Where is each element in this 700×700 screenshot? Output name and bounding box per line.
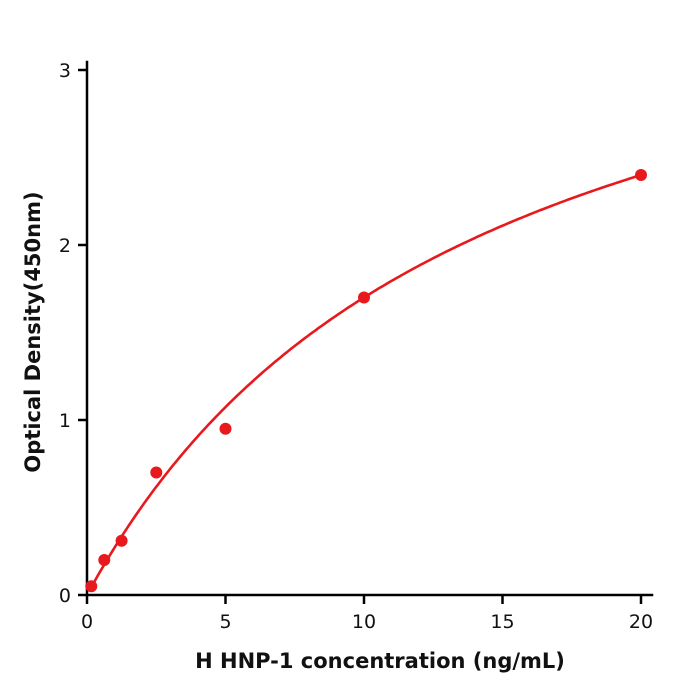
x-tick-label: 5 xyxy=(219,611,231,633)
x-tick-label: 15 xyxy=(490,611,514,633)
fitted-curve xyxy=(87,173,642,593)
data-point xyxy=(98,554,111,566)
y-axis-label: Optical Density(450nm) xyxy=(21,191,45,472)
x-tick-label: 0 xyxy=(81,611,93,633)
y-tick-label: 0 xyxy=(59,585,71,607)
fit-curve-path xyxy=(87,173,642,593)
x-tick-label: 20 xyxy=(629,611,653,633)
y-tick-label: 3 xyxy=(59,60,71,82)
x-axis-label: H HNP-1 concentration (ng/mL) xyxy=(195,649,565,673)
data-point xyxy=(115,534,128,547)
data-point xyxy=(85,580,98,593)
data-point xyxy=(150,466,163,479)
data-points xyxy=(85,169,647,593)
data-point xyxy=(219,422,232,435)
axes: 0 5 10 15 20 0 1 2 3 xyxy=(59,60,654,633)
y-tick-label: 2 xyxy=(59,235,71,257)
data-point xyxy=(358,291,370,304)
y-tick-label: 1 xyxy=(59,410,71,432)
x-tick-label: 10 xyxy=(352,611,376,633)
data-point xyxy=(635,169,647,181)
axis-lines xyxy=(85,60,654,597)
